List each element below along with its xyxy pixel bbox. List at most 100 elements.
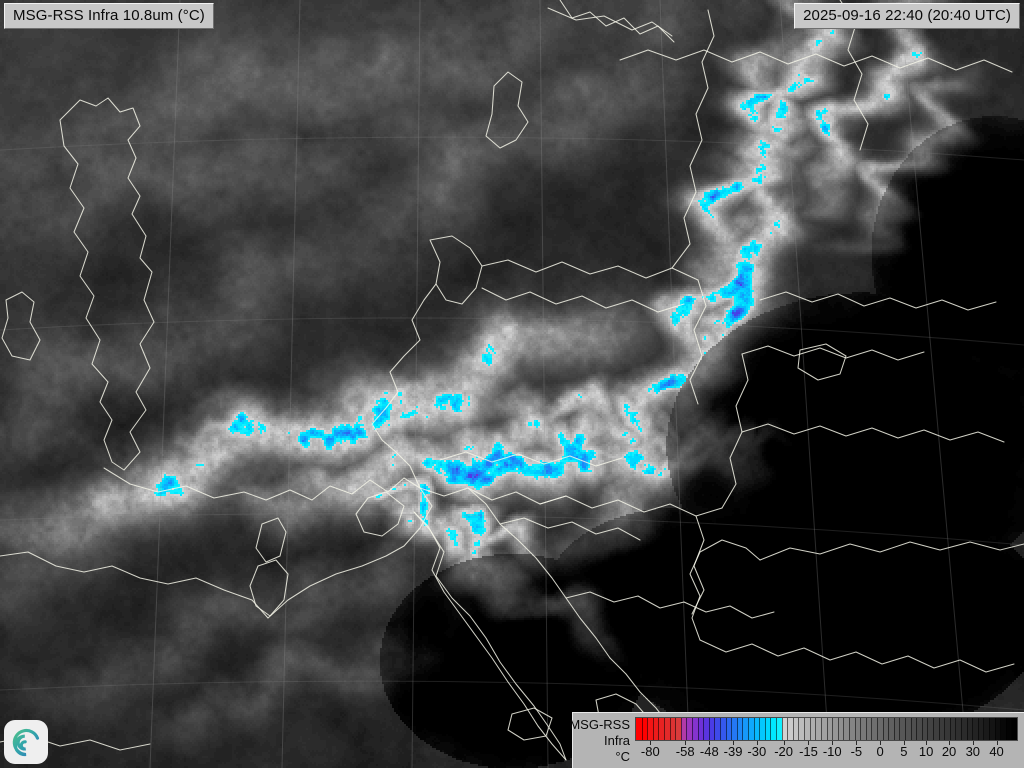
colorbar-separator bbox=[1011, 718, 1013, 740]
colorbar-separator bbox=[781, 718, 783, 740]
colorbar-separator bbox=[675, 718, 677, 740]
colorbar-cell-46 bbox=[894, 718, 900, 740]
colorbar-cell-35 bbox=[832, 718, 838, 740]
colorbar-cell-4 bbox=[658, 718, 665, 740]
colorbar-tick-label: -48 bbox=[699, 744, 719, 759]
colorbar-cell-59 bbox=[966, 718, 973, 740]
colorbar-separator bbox=[703, 718, 705, 740]
colorbar-cell-36 bbox=[837, 718, 844, 740]
colorbar-cell-56 bbox=[950, 718, 956, 740]
colorbar-separator bbox=[753, 718, 755, 740]
colorbar-cell-55 bbox=[944, 718, 951, 740]
colorbar-cell-19 bbox=[742, 718, 749, 740]
colorbar-cell-27 bbox=[787, 718, 794, 740]
colorbar-cell-67 bbox=[1011, 718, 1017, 740]
colorbar-tick-label: -58 bbox=[675, 744, 695, 759]
colorbar-cell-9 bbox=[686, 718, 693, 740]
meteo-swirl-logo[interactable] bbox=[4, 720, 48, 764]
colorbar-separator bbox=[742, 718, 744, 740]
colorbar-cell-64 bbox=[995, 718, 1001, 740]
colorbar-separator bbox=[871, 718, 873, 740]
colorbar-cell-3 bbox=[652, 718, 659, 740]
colorbar-separator bbox=[921, 718, 923, 740]
colorbar-area: -80 -58 -48 -39 -30 -20 -15 -10 -5 0 5 10 20 30 40 bbox=[635, 713, 1024, 768]
colorbar-cell-65 bbox=[1000, 718, 1007, 740]
colorbar-cell-23 bbox=[765, 718, 771, 740]
colorbar-cell-40 bbox=[860, 718, 866, 740]
colorbar-cell-31 bbox=[809, 718, 816, 740]
colorbar-separator bbox=[1005, 718, 1007, 740]
product-title-label: MSG-RSS Infra 10.8um (°C) bbox=[4, 3, 214, 29]
legend-unit-label: °C bbox=[615, 748, 630, 764]
colorbar-separator bbox=[837, 718, 839, 740]
colorbar-cell-41 bbox=[865, 718, 872, 740]
colorbar-cell-44 bbox=[882, 718, 889, 740]
colorbar-separator bbox=[708, 718, 710, 740]
colorbar-cell-58 bbox=[961, 718, 967, 740]
colorbar-separator bbox=[893, 718, 895, 740]
colorbar-separator bbox=[680, 718, 682, 740]
colorbar-cell-32 bbox=[815, 718, 822, 740]
colorbar-cell-6 bbox=[669, 718, 676, 740]
colorbar-separator bbox=[748, 718, 750, 740]
colorbar-separator bbox=[860, 718, 862, 740]
colorbar-tick-mark bbox=[856, 741, 858, 745]
colorbar-separator bbox=[770, 718, 772, 740]
colorbar-separator bbox=[820, 718, 822, 740]
colorbar-separator bbox=[904, 718, 906, 740]
colorbar-cell-29 bbox=[798, 718, 805, 740]
colorbar-tick-label: -30 bbox=[747, 744, 767, 759]
colorbar-tick-mark bbox=[709, 741, 711, 745]
colorbar-cell-8 bbox=[680, 718, 687, 740]
colorbar-tick-mark bbox=[903, 741, 905, 745]
colorbar-strip[interactable] bbox=[635, 717, 1018, 741]
colorbar-separator bbox=[798, 718, 800, 740]
colorbar-tick-label: -10 bbox=[822, 744, 842, 759]
colorbar-cell-38 bbox=[849, 718, 855, 740]
colorbar-separator bbox=[809, 718, 811, 740]
colorbar-separator bbox=[826, 718, 828, 740]
swirl-icon bbox=[12, 728, 40, 757]
colorbar-separator bbox=[955, 718, 957, 740]
colorbar-cell-66 bbox=[1006, 718, 1012, 740]
colorbar-cell-1 bbox=[641, 718, 648, 740]
colorbar-cell-11 bbox=[697, 718, 704, 740]
colorbar-separator bbox=[994, 718, 996, 740]
legend-channel-label: Infra bbox=[603, 732, 630, 748]
colorbar-separators bbox=[636, 718, 1017, 740]
legend-text-block: MSG-RSS Infra °C bbox=[569, 713, 635, 768]
colorbar-cell-21 bbox=[753, 718, 760, 740]
colorbar-separator bbox=[882, 718, 884, 740]
colorbar-separator bbox=[843, 718, 845, 740]
colorbar-separator bbox=[664, 718, 665, 740]
colorbar-cell-5 bbox=[664, 718, 670, 740]
colorbar-separator bbox=[1000, 718, 1002, 740]
colorbar-cell-15 bbox=[720, 718, 726, 740]
colorbar-cell-50 bbox=[916, 718, 923, 740]
colorbar-separator bbox=[647, 718, 649, 740]
colorbar-cell-14 bbox=[714, 718, 721, 740]
colorbar-cell-37 bbox=[843, 718, 850, 740]
colorbar-separator bbox=[641, 718, 643, 740]
colorbar-tick-label: 30 bbox=[965, 744, 981, 759]
colorbar-separator bbox=[658, 718, 660, 740]
colorbar-separator bbox=[972, 718, 974, 740]
colorbar-separator bbox=[714, 718, 716, 740]
colorbar-cell-17 bbox=[731, 718, 737, 740]
colorbar-cell-49 bbox=[910, 718, 917, 740]
colorbar-cell-51 bbox=[922, 718, 928, 740]
colorbar-cell-42 bbox=[871, 718, 878, 740]
colorbar-tick-mark bbox=[808, 741, 810, 745]
colorbar-cell-52 bbox=[927, 718, 934, 740]
colorbar-cell-18 bbox=[736, 718, 743, 740]
colorbar-separator bbox=[888, 718, 890, 740]
colorbar-separator bbox=[854, 718, 856, 740]
colorbar-cell-63 bbox=[989, 718, 995, 740]
colorbar-separator bbox=[792, 718, 794, 740]
colorbar-separator bbox=[787, 718, 789, 740]
colorbar-tick-label: 40 bbox=[989, 744, 1004, 759]
colorbar-tick-label: -20 bbox=[774, 744, 793, 759]
colorbar-separator bbox=[983, 718, 985, 740]
